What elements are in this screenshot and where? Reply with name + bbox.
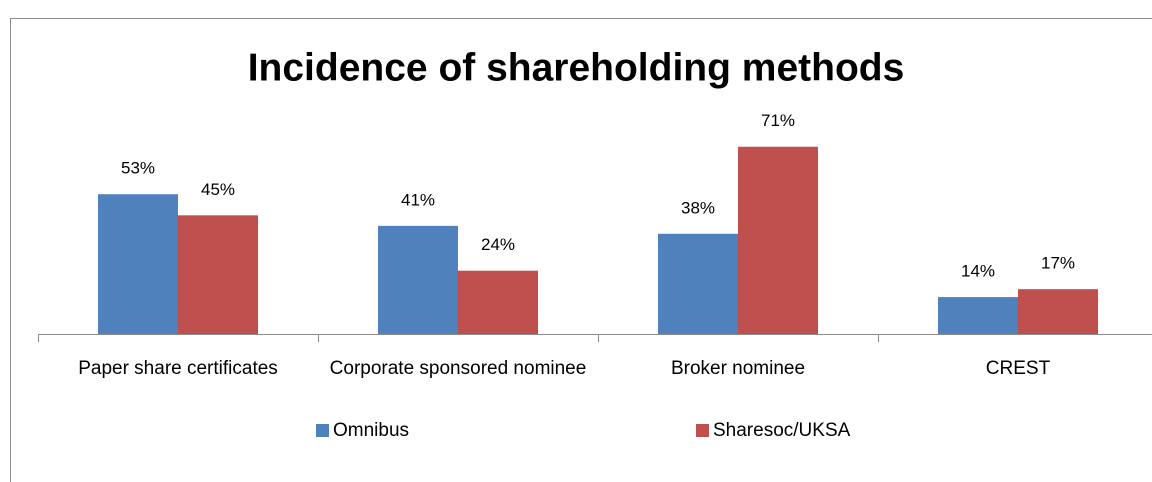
- bar: [458, 270, 538, 334]
- data-label: 45%: [201, 180, 235, 199]
- legend-label: Omnibus: [333, 420, 409, 441]
- x-tick-label: Broker nominee: [670, 358, 806, 379]
- legend-swatch: [316, 424, 329, 437]
- data-label: 41%: [401, 190, 435, 209]
- chart-title: Incidence of shareholding methods: [248, 46, 905, 89]
- bar: [98, 194, 178, 334]
- bar: [938, 297, 1018, 334]
- data-label: 24%: [481, 235, 515, 254]
- bar: [738, 146, 818, 334]
- legend-swatch: [696, 424, 709, 437]
- data-label: 14%: [961, 262, 995, 281]
- data-label: 71%: [761, 111, 795, 130]
- bar: [178, 215, 258, 334]
- data-label: 38%: [681, 198, 715, 217]
- legend-label: Sharesoc/UKSA: [713, 420, 851, 441]
- bar: [1018, 289, 1098, 334]
- data-label: 53%: [121, 159, 155, 178]
- bar: [658, 233, 738, 334]
- x-tick-label: CREST: [985, 358, 1051, 379]
- x-tick-label: Corporate sponsored nominee: [329, 358, 587, 379]
- data-label: 17%: [1041, 254, 1075, 273]
- x-tick-label: Paper share certificates: [78, 358, 278, 379]
- bar: [378, 225, 458, 334]
